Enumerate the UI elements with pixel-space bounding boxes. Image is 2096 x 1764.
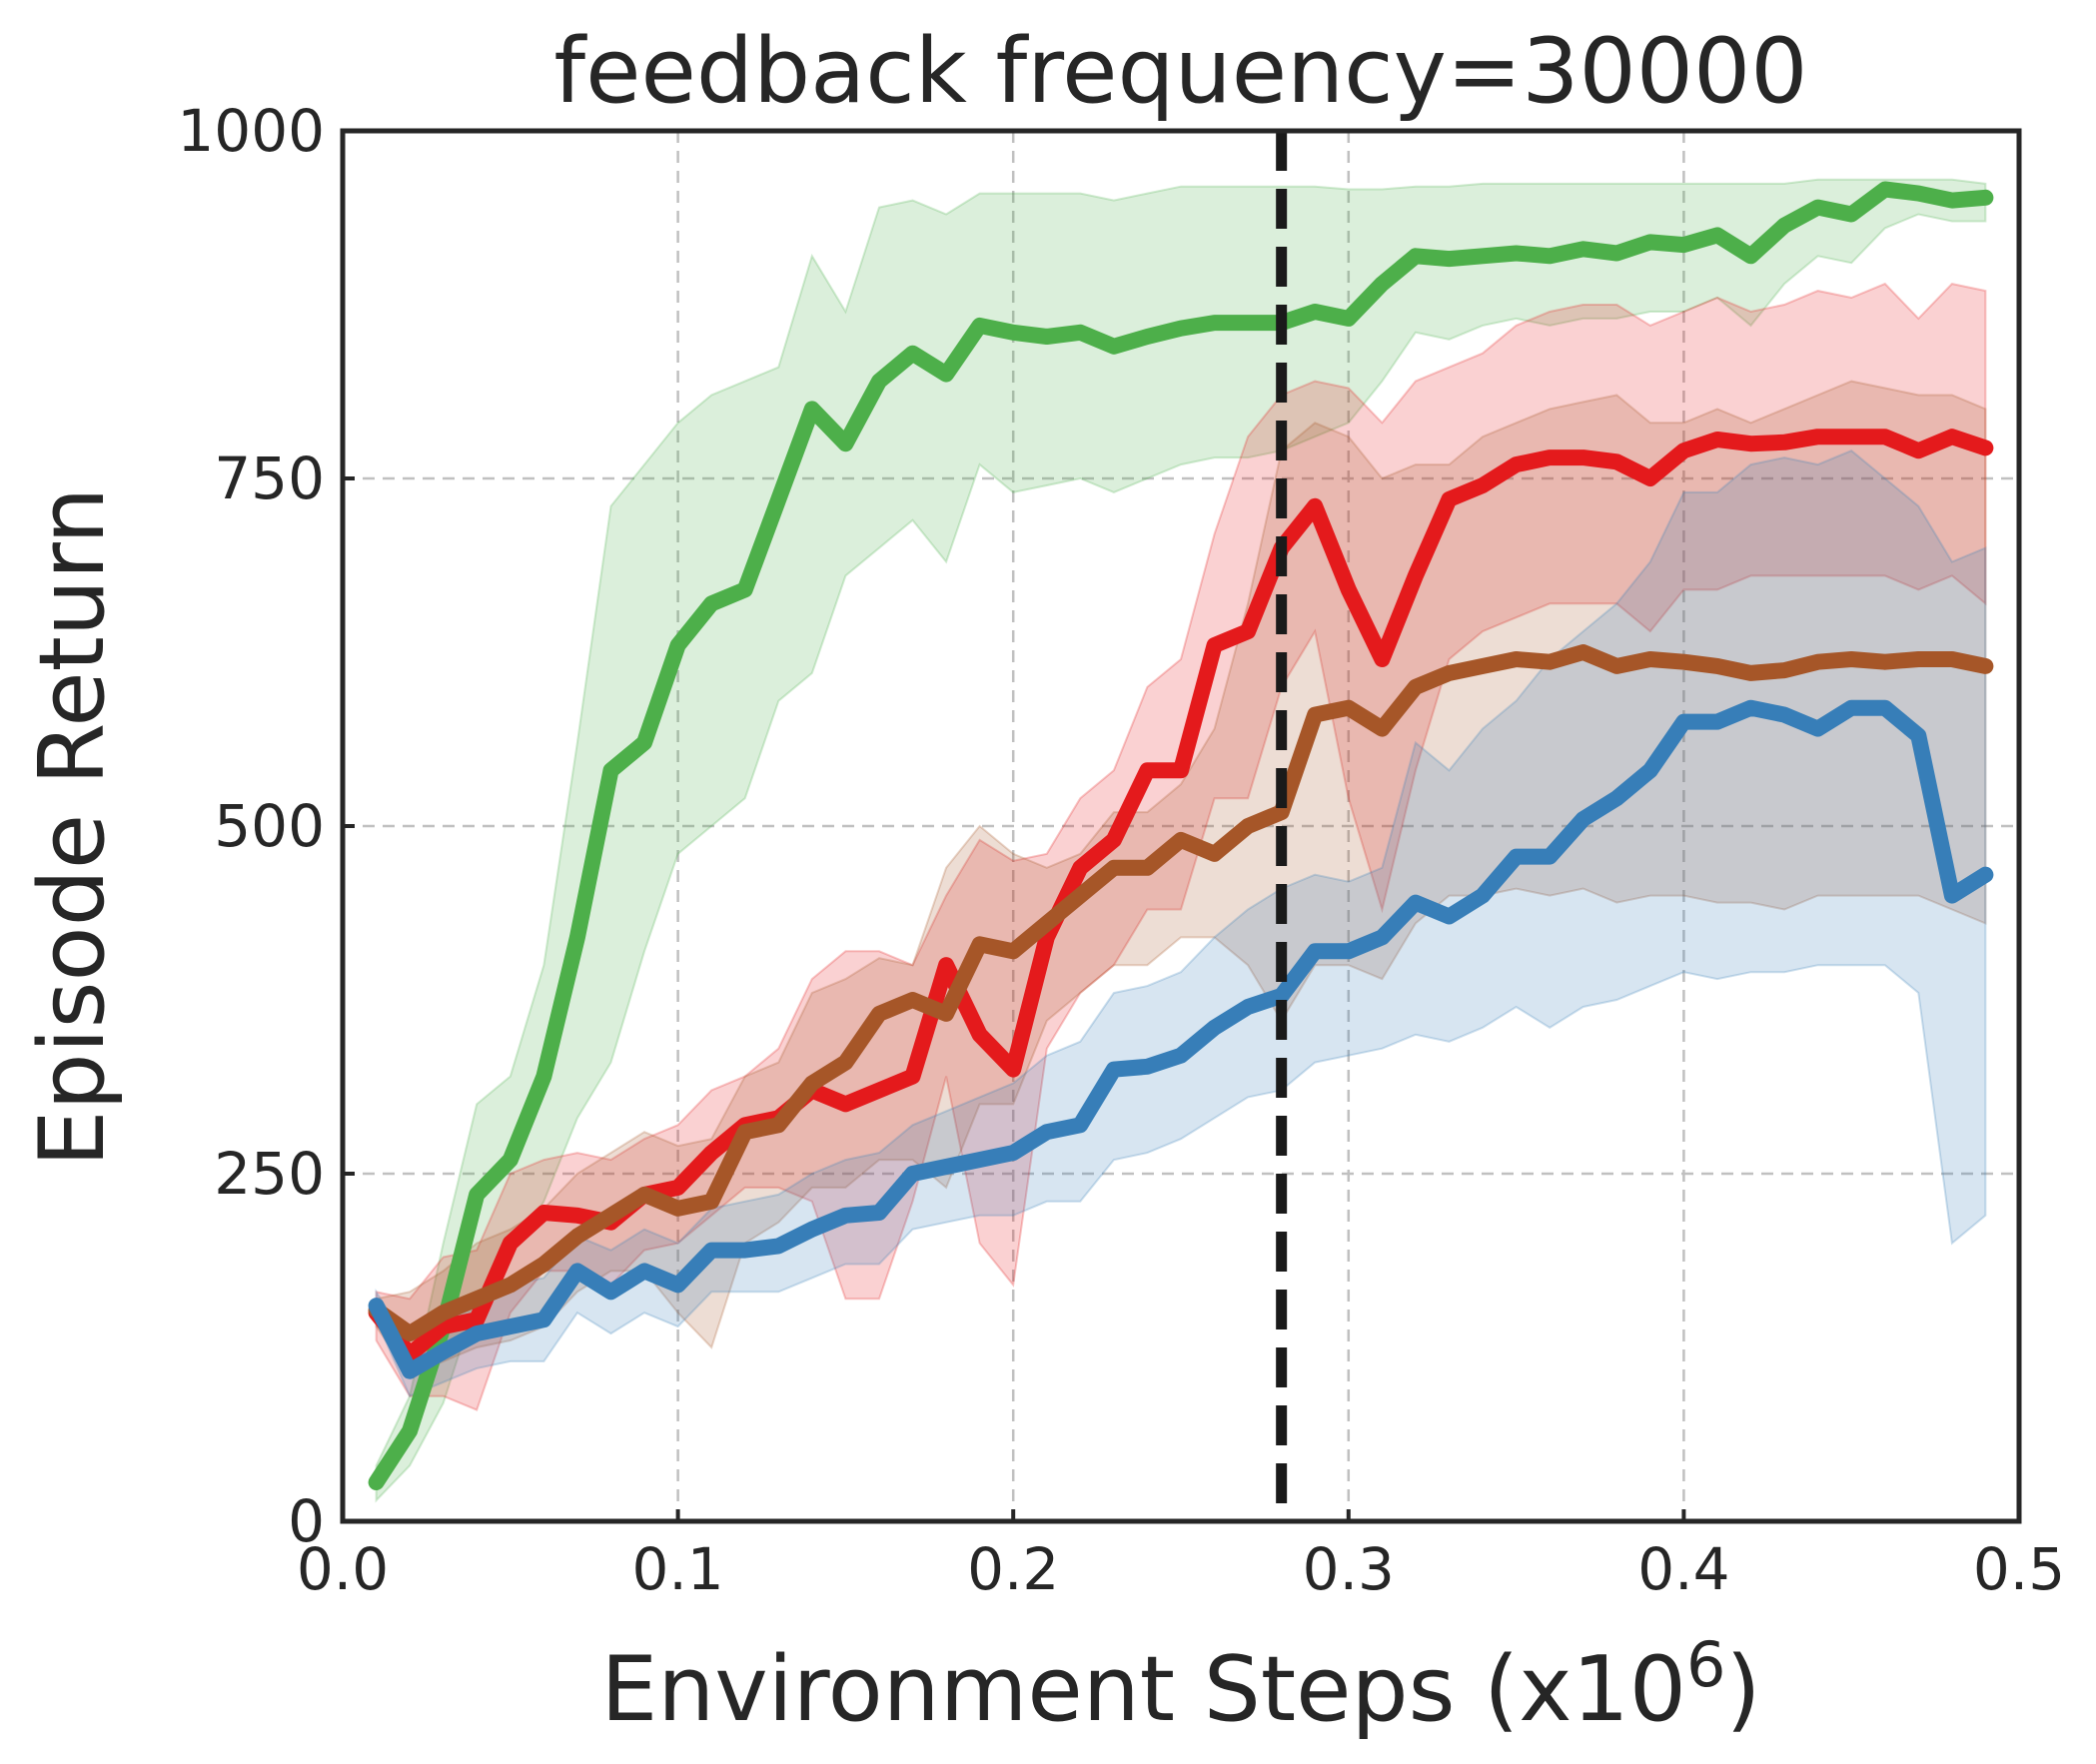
y-axis-ticks: 0 250 500 750 1000 — [177, 97, 355, 1555]
x-tick-label: 0.5 — [1973, 1535, 2065, 1603]
y-tick-label: 250 — [214, 1140, 325, 1208]
x-axis-label-suffix: ) — [1725, 1637, 1760, 1742]
y-tick-label: 0 — [288, 1487, 325, 1555]
series-line-brown — [368, 644, 1994, 1342]
x-tick-label: 0.1 — [631, 1535, 723, 1603]
chart-title: feedback frequency=30000 — [553, 19, 1807, 124]
x-axis-label-exponent: 6 — [1686, 1628, 1725, 1701]
x-axis-label: Environment Steps (x106) — [600, 1628, 1760, 1742]
series-line-green — [368, 181, 1994, 1490]
x-tick-label: 0.0 — [297, 1535, 389, 1603]
x-axis-label-main: Environment Steps (x10 — [600, 1637, 1686, 1742]
x-tick-label: 0.3 — [1303, 1535, 1395, 1603]
series-lines — [368, 181, 1994, 1490]
y-tick-label: 500 — [214, 792, 325, 860]
band-blue — [375, 449, 1987, 1397]
x-tick-label: 0.4 — [1637, 1535, 1729, 1603]
x-tick-label: 0.2 — [967, 1535, 1059, 1603]
y-tick-label: 1000 — [177, 97, 325, 165]
series-line-blue — [368, 699, 1994, 1379]
x-axis-ticks: 0.0 0.1 0.2 0.3 0.4 0.5 — [297, 1509, 2065, 1603]
y-axis-label: Episode Return — [20, 487, 125, 1168]
y-tick-label: 750 — [214, 444, 325, 512]
